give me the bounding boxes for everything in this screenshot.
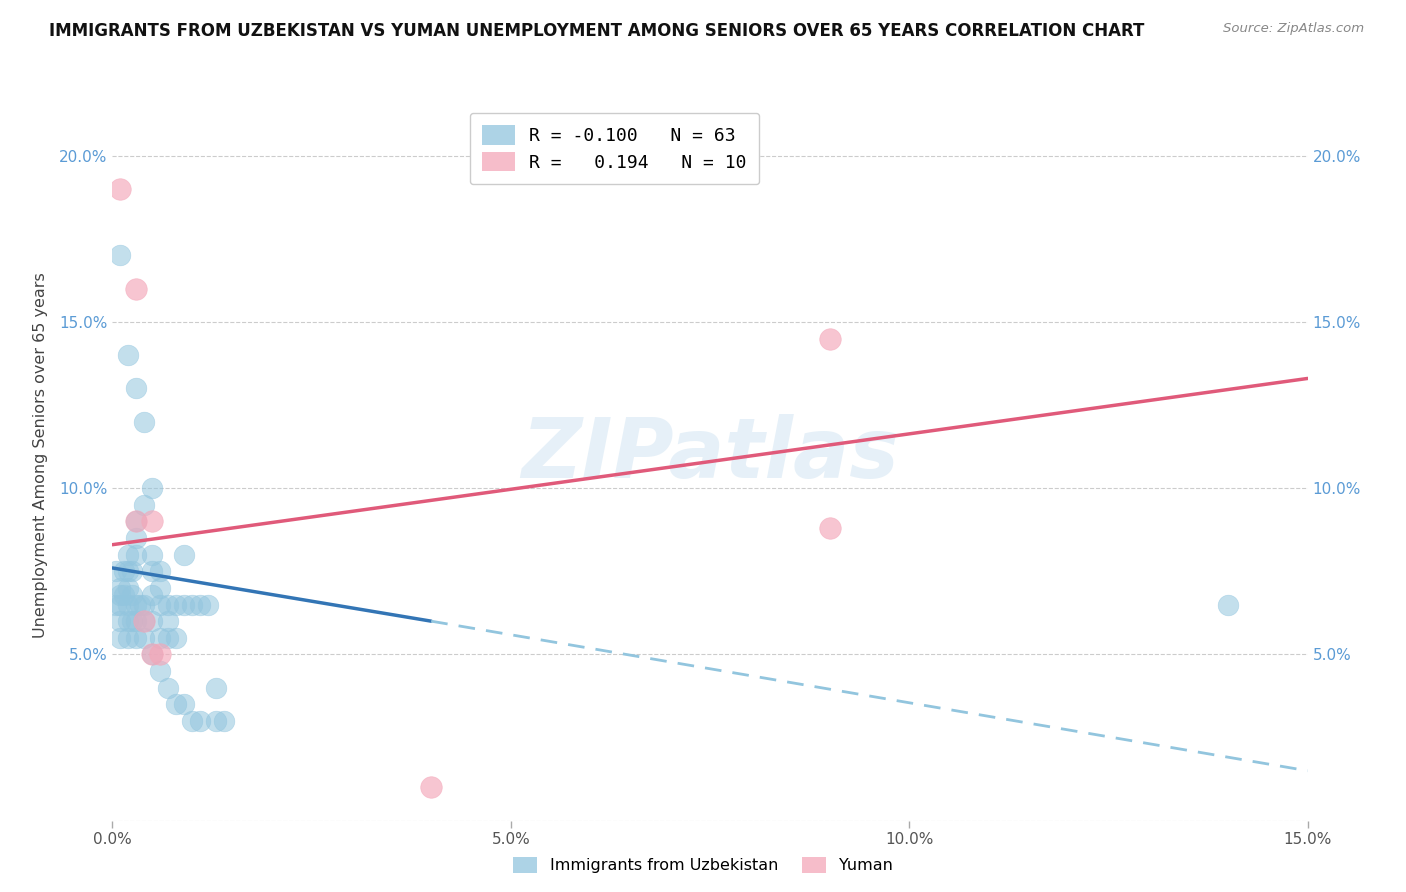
Point (129, 598, 152, 612)
Point (141, 648, 163, 662)
Point (197, 598, 219, 612)
Point (134, 614, 156, 628)
Point (121, 564, 143, 578)
Point (173, 598, 195, 612)
Point (117, 348, 139, 362)
Point (188, 598, 211, 612)
Point (125, 515, 148, 529)
Point (117, 564, 139, 578)
Point (110, 248, 132, 262)
Legend: Immigrants from Uzbekistan, Yuman: Immigrants from Uzbekistan, Yuman (506, 850, 900, 880)
Text: Source: ZipAtlas.com: Source: ZipAtlas.com (1223, 22, 1364, 36)
Point (134, 631, 156, 645)
Point (149, 631, 172, 645)
Point (149, 648, 172, 662)
Point (125, 515, 148, 529)
Point (205, 714, 228, 728)
Point (149, 598, 172, 612)
Point (117, 581, 139, 595)
Point (141, 648, 163, 662)
Point (105, 598, 128, 612)
Point (165, 631, 187, 645)
Point (134, 598, 156, 612)
Point (157, 598, 180, 612)
Point (157, 681, 180, 695)
Point (157, 614, 180, 628)
Point (181, 714, 204, 728)
Point (110, 598, 132, 612)
Point (121, 588, 143, 602)
Point (125, 381, 148, 395)
Point (117, 631, 139, 645)
Point (165, 598, 187, 612)
Point (114, 564, 135, 578)
Point (173, 698, 195, 712)
Point (125, 598, 148, 612)
Point (181, 598, 204, 612)
Point (141, 614, 163, 628)
Point (134, 614, 156, 628)
Point (157, 631, 180, 645)
Legend: R = -0.100   N = 63, R =   0.194   N = 10: R = -0.100 N = 63, R = 0.194 N = 10 (470, 113, 759, 185)
Point (188, 714, 211, 728)
Point (212, 714, 235, 728)
Point (110, 182, 132, 196)
Point (149, 564, 172, 578)
Point (134, 498, 156, 512)
Point (117, 614, 139, 628)
Point (125, 548, 148, 562)
Point (110, 614, 132, 628)
Point (141, 588, 163, 602)
Text: IMMIGRANTS FROM UZBEKISTAN VS YUMAN UNEMPLOYMENT AMONG SENIORS OVER 65 YEARS COR: IMMIGRANTS FROM UZBEKISTAN VS YUMAN UNEM… (49, 22, 1144, 40)
Point (125, 614, 148, 628)
Point (173, 548, 195, 562)
Point (110, 631, 132, 645)
Point (1216, 598, 1239, 612)
Point (205, 681, 228, 695)
Point (110, 581, 132, 595)
Point (818, 332, 841, 346)
Point (125, 282, 148, 296)
Point (134, 415, 156, 429)
Point (141, 515, 163, 529)
Point (117, 598, 139, 612)
Point (117, 548, 139, 562)
Text: ZIPatlas: ZIPatlas (522, 415, 898, 495)
Point (141, 481, 163, 495)
Point (114, 588, 135, 602)
Point (149, 581, 172, 595)
Point (165, 698, 187, 712)
Y-axis label: Unemployment Among Seniors over 65 years: Unemployment Among Seniors over 65 years (34, 272, 48, 638)
Point (105, 564, 128, 578)
Point (121, 614, 143, 628)
Point (125, 631, 148, 645)
Point (141, 564, 163, 578)
Point (141, 548, 163, 562)
Point (125, 531, 148, 545)
Point (818, 521, 841, 535)
Point (420, 780, 443, 795)
Point (110, 588, 132, 602)
Point (149, 664, 172, 678)
